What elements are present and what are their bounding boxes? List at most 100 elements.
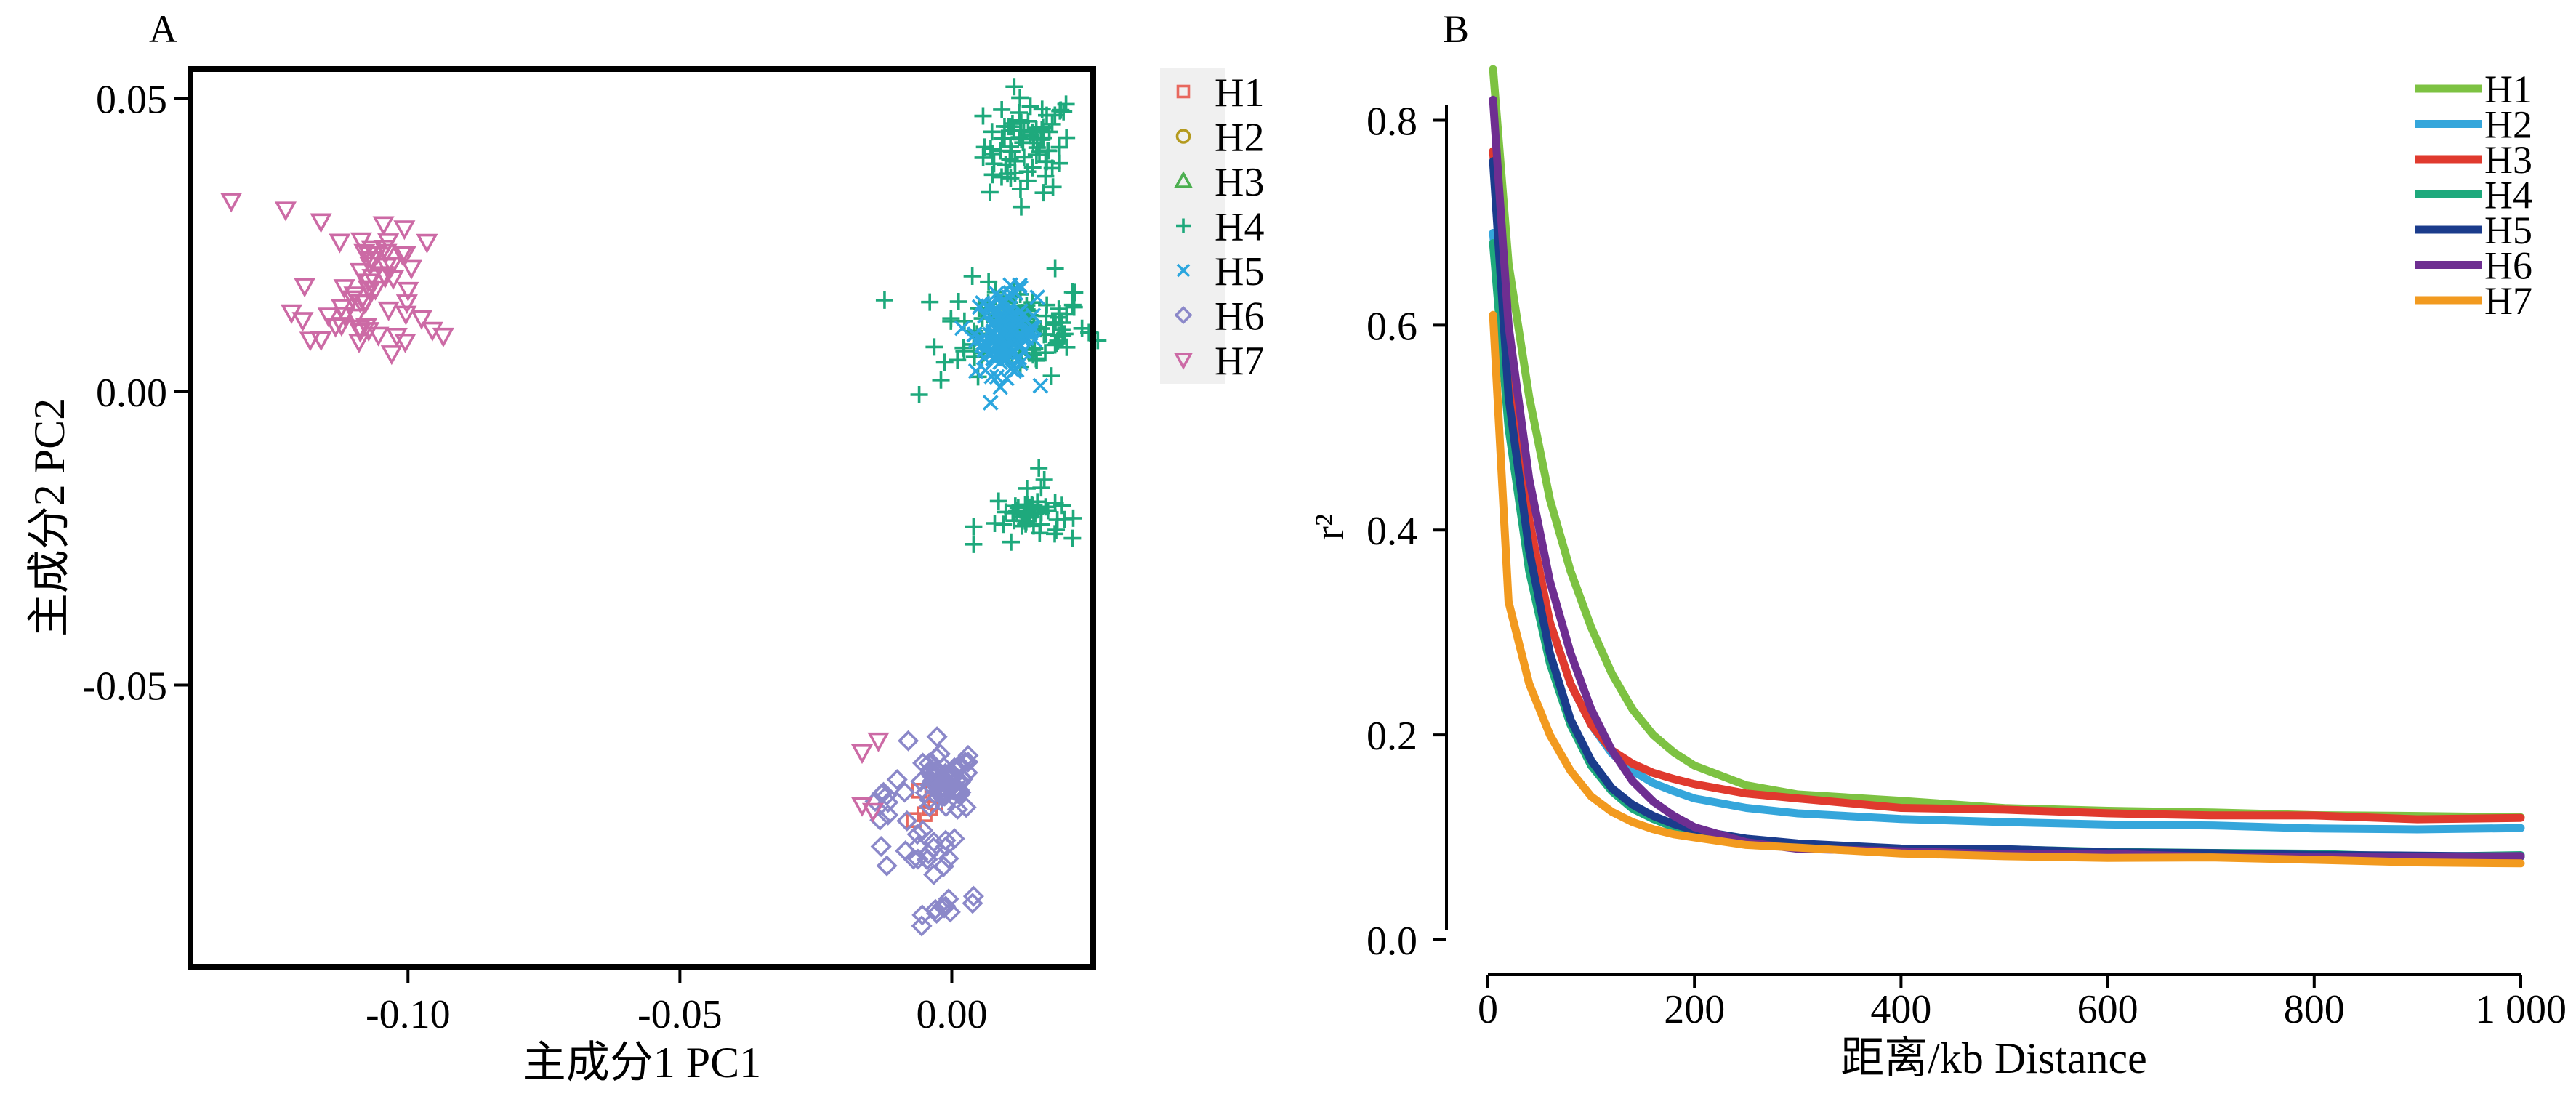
point-h4: [1028, 139, 1046, 157]
pca-y-axis-label: 主成分2 PC2: [25, 398, 73, 637]
point-h7: [353, 294, 376, 315]
point-h5: [982, 395, 999, 411]
pca-legend-background: [1160, 68, 1225, 384]
pca-x-tick-label: -0.05: [637, 992, 723, 1037]
point-h6: [919, 796, 941, 818]
ld-y-axis-label-group: r²: [1305, 514, 1353, 541]
point-h6: [911, 915, 933, 937]
point-h7: [850, 797, 874, 817]
point-h7: [394, 246, 416, 266]
legend-item-h4: H4: [1176, 205, 1264, 250]
legend-label-h7: H7: [1215, 339, 1264, 384]
ld-y-axis-label: r²: [1305, 514, 1353, 541]
point-h4: [1018, 479, 1036, 497]
point-h7: [850, 744, 874, 765]
legend-item-h3: H3: [1173, 160, 1264, 205]
point-h7: [395, 294, 418, 315]
point-h6: [877, 804, 899, 826]
point-h7: [385, 328, 408, 348]
point-h4: [1042, 367, 1060, 385]
point-h4: [1055, 102, 1073, 121]
ld-line-h7: [1489, 310, 2525, 868]
point-h7: [410, 310, 433, 330]
point-h5: [991, 348, 1007, 364]
point-h4: [1011, 180, 1029, 198]
point-h7: [393, 220, 416, 241]
legend-marker-h4: [1176, 218, 1191, 233]
point-h5: [1009, 313, 1026, 330]
point-h4: [1006, 497, 1024, 515]
point-h4: [980, 273, 998, 291]
ld-y-tick-label: 0.0: [1367, 919, 1417, 964]
point-h7: [329, 233, 351, 254]
point-h6: [935, 829, 957, 851]
point-h4: [942, 310, 960, 328]
point-h7: [310, 331, 332, 352]
point-h6: [951, 768, 973, 790]
point-h4: [983, 123, 1001, 141]
legend-marker-h5: [1176, 263, 1191, 278]
ld-x-tick-label: 400: [1870, 987, 1931, 1032]
legend-label-h4: H4: [1215, 205, 1264, 250]
series-h6: [864, 726, 984, 937]
point-h7: [350, 232, 373, 252]
point-h4: [985, 155, 1003, 173]
ld-x-tick-label: 1 000: [2475, 987, 2567, 1032]
point-h4: [983, 166, 1002, 184]
point-h4: [965, 535, 983, 553]
point-h7: [364, 281, 387, 301]
point-h4: [1063, 529, 1082, 547]
point-h4: [1018, 172, 1037, 190]
point-h4: [1037, 307, 1055, 325]
ld-legend-item-h1: H1: [2415, 68, 2532, 111]
point-h6: [907, 835, 929, 857]
point-h6: [935, 836, 957, 858]
point-h4: [1046, 336, 1064, 354]
point-h4: [1002, 137, 1020, 156]
point-h4: [1046, 259, 1064, 278]
point-h4: [1034, 118, 1052, 137]
point-h7: [310, 213, 332, 233]
point-h7: [377, 233, 400, 254]
ld-legend-label-h4: H4: [2484, 174, 2532, 217]
point-h6: [955, 797, 977, 818]
point-h4: [1005, 78, 1023, 96]
legend-item-h6: H6: [1174, 294, 1264, 339]
ld-legend-item-h7: H7: [2415, 279, 2532, 323]
ld-legend-item-h5: H5: [2415, 209, 2532, 252]
ld-legend-label-h5: H5: [2484, 209, 2532, 252]
panel-a-pca-scatter: A -0.10 -0.05 0.00 0.05 0.00 -0.05 主成分1 PC1 主…: [25, 7, 1264, 1087]
legend-marker-h3: [1173, 171, 1194, 188]
pca-x-axis-label: 主成分1 PC1: [523, 1039, 761, 1087]
point-h4: [1053, 313, 1071, 331]
legend-marker-h7: [1173, 353, 1194, 370]
ld-line-h6: [1489, 95, 2525, 861]
panel-b-ld-decay: B 0.0 0.2 0.4 0.6 0.8 0 200 400 600 800 1 000 距离/k…: [1305, 7, 2567, 1082]
point-h7: [416, 233, 438, 254]
point-h7: [291, 312, 314, 332]
ld-legend-label-h7: H7: [2484, 279, 2532, 323]
point-h4: [1030, 459, 1048, 477]
point-h5: [966, 326, 983, 343]
point-h7: [334, 307, 356, 327]
point-h7: [220, 193, 243, 213]
point-h4: [981, 140, 999, 158]
point-h5: [1007, 285, 1024, 302]
point-h7: [333, 279, 355, 299]
point-h5: [1003, 323, 1020, 339]
point-h7: [377, 301, 400, 322]
ld-y-tick-label: 0.2: [1367, 714, 1417, 759]
point-h6: [938, 848, 959, 869]
point-h6: [962, 885, 984, 907]
point-h4: [932, 371, 950, 389]
point-h4: [1035, 471, 1053, 489]
point-h4: [1002, 533, 1020, 551]
point-h5: [989, 318, 1006, 335]
point-h5: [1013, 303, 1029, 319]
point-h4: [1037, 167, 1055, 185]
point-h7: [367, 326, 390, 347]
point-h4: [1043, 115, 1061, 133]
ld-y-tick-label: 0.6: [1367, 304, 1417, 349]
point-h6: [926, 726, 948, 748]
point-h5: [1032, 377, 1049, 394]
